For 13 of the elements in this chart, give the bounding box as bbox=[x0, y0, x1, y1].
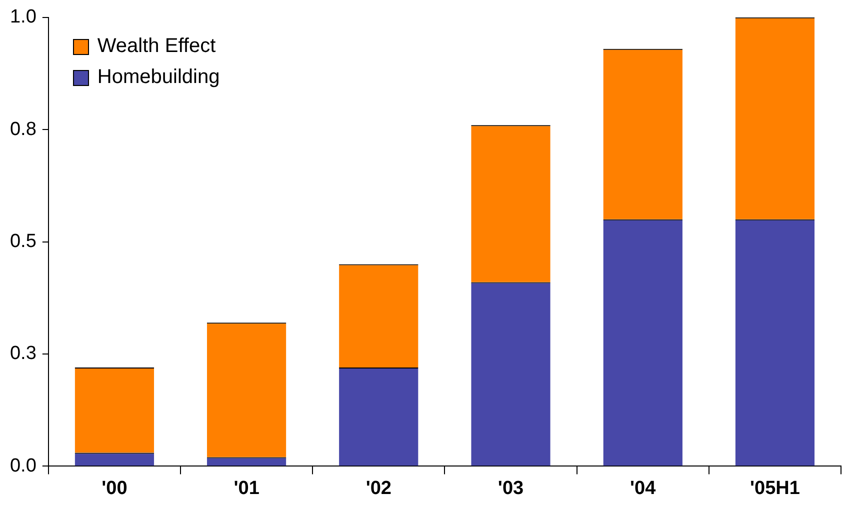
x-tick-label: '02 bbox=[366, 478, 392, 499]
legend-label: Wealth Effect bbox=[97, 35, 216, 58]
x-tick-label: '01 bbox=[234, 478, 260, 499]
x-tick-label: '03 bbox=[498, 478, 524, 499]
y-tick-label: 0.8 bbox=[10, 118, 36, 140]
y-tick-label: 1.0 bbox=[10, 6, 36, 28]
legend-label: Homebuilding bbox=[97, 66, 220, 90]
y-tick-label: 0.5 bbox=[10, 231, 36, 252]
x-tick-label: '00 bbox=[102, 478, 128, 499]
y-tick-label: 0.3 bbox=[10, 343, 36, 364]
x-tick-label: '05H1 bbox=[750, 478, 800, 499]
y-tick-label: 0.0 bbox=[10, 455, 36, 476]
x-tick-label: '04 bbox=[630, 478, 656, 499]
